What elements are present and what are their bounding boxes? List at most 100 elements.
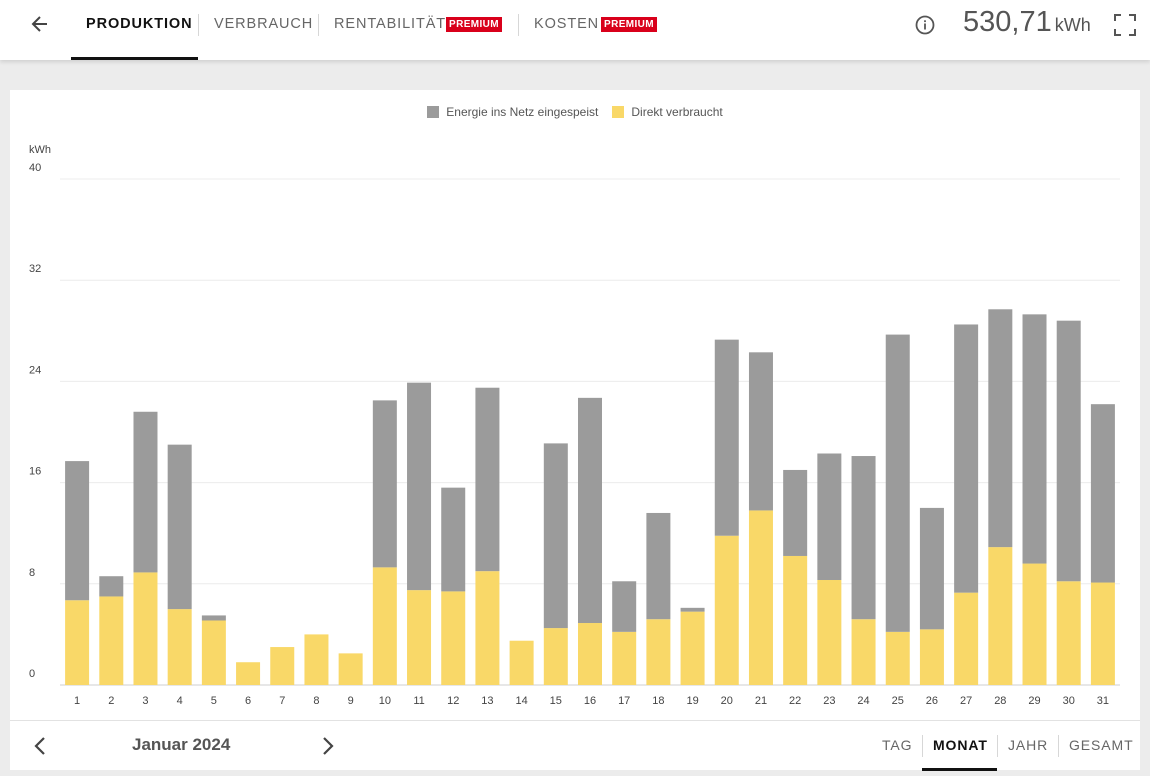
x-tick-label: 23 [823, 695, 835, 707]
tab-separator [318, 14, 319, 36]
arrow-left-icon [31, 16, 47, 32]
x-tick-label: 3 [142, 695, 148, 707]
fullscreen-button[interactable] [1113, 13, 1137, 37]
x-tick-label: 19 [686, 695, 698, 707]
bar-netz-eingespeist [680, 607, 705, 612]
bar-direkt-verbraucht [1090, 582, 1115, 685]
bar-direkt-verbraucht [372, 567, 397, 685]
y-tick-label: 16 [29, 466, 41, 478]
bar-direkt-verbraucht [988, 547, 1013, 685]
tab-kosten-label: KOSTEN [534, 16, 600, 32]
tab-produktion[interactable]: PRODUKTION [71, 0, 198, 60]
info-button[interactable] [914, 14, 936, 36]
bar-direkt-verbraucht [236, 662, 261, 685]
y-axis-unit: kWh [29, 144, 51, 156]
bar-netz-eingespeist [714, 339, 739, 536]
x-tick-label: 18 [652, 695, 664, 707]
total-energy: 530,71 kWh [963, 6, 1091, 39]
bar-netz-eingespeist [919, 507, 944, 630]
bar-netz-eingespeist [543, 443, 568, 629]
bar-netz-eingespeist [988, 309, 1013, 548]
x-tick-label: 4 [177, 695, 183, 707]
next-period-button[interactable] [318, 735, 338, 757]
bar-netz-eingespeist [578, 397, 602, 624]
bar-direkt-verbraucht [99, 596, 124, 685]
bar-direkt-verbraucht [714, 535, 739, 685]
bar-direkt-verbraucht [578, 623, 602, 685]
bar-netz-eingespeist [475, 387, 500, 572]
x-tick-label: 17 [618, 695, 630, 707]
x-tick-label: 29 [1028, 695, 1040, 707]
bar-direkt-verbraucht [680, 611, 705, 685]
bar-direkt-verbraucht [748, 510, 773, 685]
x-tick-label: 11 [413, 695, 424, 707]
top-bar: PRODUKTION VERBRAUCH RENTABILITÄT PREMIU… [0, 0, 1150, 60]
chart-legend: Energie ins Netz eingespeist Direkt verb… [10, 105, 1140, 119]
bar-direkt-verbraucht [201, 620, 226, 685]
x-tick-label: 20 [721, 695, 733, 707]
range-tab-monat-label: MONAT [933, 737, 988, 753]
previous-period-button[interactable] [30, 735, 50, 757]
back-button[interactable] [26, 10, 54, 38]
bar-netz-eingespeist [1022, 314, 1047, 564]
x-tick-label: 6 [245, 695, 251, 707]
bar-direkt-verbraucht [338, 653, 363, 685]
bar-direkt-verbraucht [304, 634, 329, 685]
range-tab-jahr[interactable]: JAHR [1008, 721, 1050, 771]
active-tab-indicator [71, 57, 198, 60]
x-tick-label: 26 [926, 695, 938, 707]
premium-badge: PREMIUM [601, 17, 658, 32]
range-tab-gesamt-label: GESAMT [1069, 737, 1134, 753]
bar-direkt-verbraucht [270, 647, 295, 685]
legend-swatch-direkt [612, 106, 625, 118]
range-tab-monat[interactable]: MONAT [922, 721, 997, 771]
bar-netz-eingespeist [372, 400, 397, 568]
bar-direkt-verbraucht [783, 555, 808, 685]
bar-netz-eingespeist [612, 581, 637, 632]
range-tab-tag[interactable]: TAG [882, 721, 914, 771]
fullscreen-icon [1114, 14, 1136, 36]
legend-item-direkt[interactable]: Direkt verbraucht [612, 105, 723, 119]
bar-netz-eingespeist [646, 512, 671, 620]
total-energy-unit: kWh [1054, 15, 1091, 35]
total-energy-value: 530,71 [963, 6, 1052, 38]
bar-netz-eingespeist [851, 456, 876, 620]
tab-produktion-label: PRODUKTION [86, 16, 193, 32]
period-label[interactable]: Januar 2024 [132, 735, 231, 754]
bar-netz-eingespeist [817, 453, 842, 581]
bar-direkt-verbraucht [543, 628, 568, 685]
bar-direkt-verbraucht [509, 640, 534, 685]
bar-netz-eingespeist [1090, 404, 1115, 583]
y-tick-label: 8 [29, 567, 35, 579]
x-tick-label: 12 [447, 695, 459, 707]
x-tick-label: 27 [960, 695, 972, 707]
x-tick-label: 14 [515, 695, 527, 707]
bar-netz-eingespeist [99, 576, 124, 597]
range-tab-gesamt[interactable]: GESAMT [1069, 721, 1133, 771]
chevron-right-icon [323, 737, 334, 755]
bar-direkt-verbraucht [407, 590, 432, 685]
x-tick-label: 15 [550, 695, 562, 707]
bottom-bar: Januar 2024 TAG MONAT JAHR GESAMT [10, 720, 1140, 771]
premium-badge: PREMIUM [446, 17, 503, 32]
x-tick-label: 16 [584, 695, 596, 707]
bar-netz-eingespeist [748, 352, 773, 511]
tab-verbrauch[interactable]: VERBRAUCH [214, 0, 312, 60]
tab-rentabilitaet[interactable]: RENTABILITÄT PREMIUM [334, 0, 506, 60]
bar-netz-eingespeist [885, 334, 910, 632]
bar-direkt-verbraucht [954, 592, 979, 685]
x-tick-label: 7 [279, 695, 285, 707]
x-tick-label: 13 [481, 695, 493, 707]
active-range-indicator [922, 768, 997, 771]
tab-kosten[interactable]: KOSTEN PREMIUM [534, 0, 660, 60]
x-tick-label: 9 [348, 695, 354, 707]
bar-direkt-verbraucht [133, 572, 158, 685]
bar-direkt-verbraucht [441, 591, 466, 685]
range-tab-separator [1058, 735, 1059, 757]
y-tick-label: 0 [29, 668, 35, 680]
legend-item-netz[interactable]: Energie ins Netz eingespeist [427, 105, 598, 119]
bar-netz-eingespeist [954, 324, 979, 593]
legend-swatch-netz [427, 106, 440, 118]
legend-label-direkt: Direkt verbraucht [631, 105, 723, 119]
